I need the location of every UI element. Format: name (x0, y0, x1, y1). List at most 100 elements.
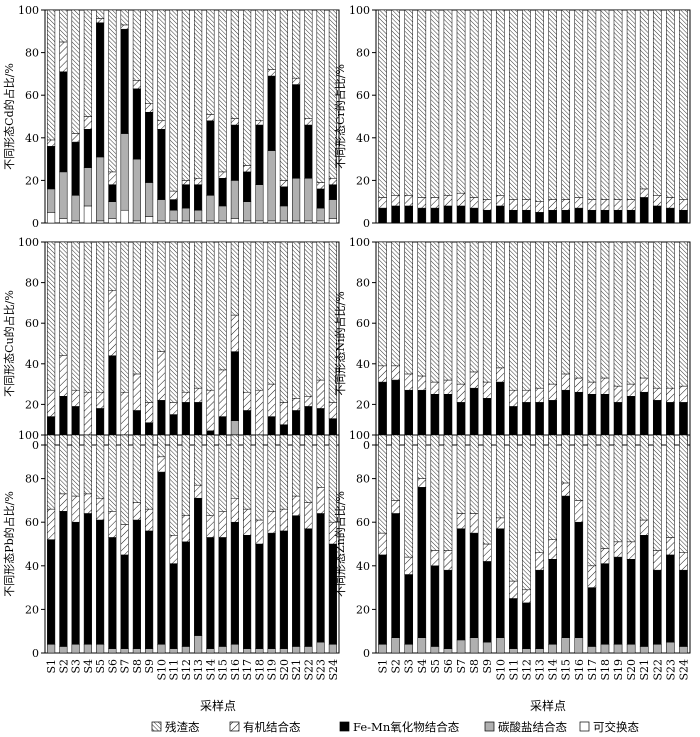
bar-Cr-S5-residual (430, 9, 440, 198)
bar-Cu-S19-organic (267, 383, 276, 417)
bar-Zn-S4-residual (417, 434, 427, 479)
bar-Cr-S16-residual (574, 9, 584, 198)
bar-Zn-S4-femn (417, 487, 427, 638)
bar-Cu-S8-organic (132, 373, 141, 411)
bar-Cd-S21-femn (292, 84, 301, 179)
y-tick-label: 0 (32, 217, 39, 230)
bar-Pb-S12-femn (181, 541, 190, 647)
x-tick-label: S19 (612, 659, 625, 681)
x-tick-label: S2 (390, 659, 403, 674)
bar-Ni-S5-residual (430, 241, 440, 383)
x-tick-label: S23 (664, 659, 677, 681)
bar-Cu-S23-organic (316, 379, 325, 409)
bar-Cd-S18-carbonate (255, 184, 264, 222)
bar-Cu-S11-residual (169, 241, 178, 403)
bar-Cd-S12-organic (181, 180, 190, 185)
bar-Cd-S21-organic (292, 77, 301, 85)
legend-label-organic: 有机结合态 (243, 720, 301, 734)
x-tick-label: S9 (481, 659, 494, 674)
bar-Cr-S14-femn (548, 209, 557, 224)
bar-Pb-S13-residual (194, 434, 203, 486)
bar-Pb-S3-carbonate (71, 644, 80, 654)
bar-Pb-S10-residual (157, 434, 166, 458)
bar-Pb-S1-organic (47, 508, 56, 540)
bar-Ni-S1-organic (378, 365, 387, 383)
y-tick-label: 0 (32, 647, 39, 660)
bar-Cd-S9-residual (145, 9, 154, 104)
y-tick-label: 40 (356, 132, 370, 145)
bar-Cd-S1-femn (47, 146, 56, 190)
bar-Cr-S22-organic (652, 195, 662, 207)
bar-Pb-S14-carbonate (206, 648, 215, 654)
bar-Cr-S21-organic (639, 188, 649, 198)
bar-Ni-S22-residual (652, 241, 662, 389)
bar-Cd-S14-exchangeable (206, 220, 215, 224)
bar-Cd-S4-organic (83, 116, 92, 130)
y-tick-label: 60 (25, 516, 39, 529)
y-tick-label: 100 (18, 236, 39, 249)
bar-Cd-S7-carbonate (120, 133, 129, 211)
bar-Cd-S23-femn (316, 188, 325, 209)
x-tick-label: S15 (560, 659, 573, 681)
bar-Ni-S6-organic (443, 379, 453, 395)
bar-Cd-S12-carbonate (181, 207, 190, 222)
bar-Pb-S15-residual (218, 434, 227, 512)
bar-Cr-S11-residual (509, 9, 518, 200)
bar-Ni-S8-residual (469, 241, 479, 373)
bar-Pb-S10-organic (157, 456, 166, 473)
bar-Ni-S2-organic (391, 365, 400, 381)
bar-Cd-S6-carbonate (108, 201, 117, 219)
bar-Pb-S9-femn (145, 530, 154, 649)
bar-Zn-S19-organic (613, 541, 623, 558)
bar-Cr-S22-residual (652, 9, 662, 196)
bar-Cd-S1-residual (47, 9, 56, 141)
bar-Cd-S19-residual (267, 9, 276, 70)
bar-Cd-S7-organic (120, 24, 129, 30)
bar-Cu-S12-organic (181, 391, 190, 403)
bar-Pb-S18-residual (255, 434, 264, 521)
bar-Cu-S22-organic (304, 396, 313, 407)
x-tick-label: S17 (586, 659, 599, 681)
x-tick-label: S10 (494, 659, 507, 681)
bar-Cd-S18-exchangeable (255, 220, 264, 224)
bar-Cd-S5-residual (96, 9, 105, 19)
plot-frame (44, 434, 340, 654)
bar-Cd-S19-femn (267, 75, 276, 151)
bar-Cd-S4-femn (83, 129, 92, 168)
bar-Pb-S1-femn (47, 539, 56, 645)
bar-Pb-S5-residual (96, 434, 105, 499)
bar-Pb-S1-residual (47, 434, 56, 510)
bar-Zn-S18-residual (600, 434, 610, 549)
x-tick-label: S16 (229, 659, 242, 681)
bar-Cd-S6-femn (108, 184, 117, 202)
y-tick-label: 40 (356, 358, 370, 371)
legend-swatch-femn (339, 721, 350, 732)
x-tick-label: S11 (507, 659, 520, 681)
y-tick-label: 0 (32, 439, 39, 452)
x-tick-label: S2 (57, 659, 70, 674)
bar-Zn-S19-femn (613, 556, 623, 645)
bar-Zn-S12-residual (522, 434, 531, 591)
bar-Ni-S7-residual (456, 241, 466, 385)
bar-Cr-S22-femn (652, 205, 662, 224)
bar-Pb-S15-femn (218, 537, 227, 647)
bar-Cd-S10-femn (157, 129, 166, 200)
bar-Zn-S20-carbonate (626, 644, 636, 654)
x-axis-title-left: 采样点 (200, 698, 236, 713)
bar-Pb-S17-carbonate (243, 648, 252, 654)
bar-Cd-S16-femn (230, 124, 239, 181)
bar-Pb-S16-residual (230, 434, 239, 499)
bar-Zn-S22-organic (652, 550, 662, 571)
bar-Cr-S7-femn (456, 205, 466, 224)
y-tick-label: 80 (25, 473, 39, 486)
bar-Pb-S6-femn (108, 537, 117, 649)
bar-Cd-S15-carbonate (218, 205, 227, 222)
bar-Cd-S4-carbonate (83, 167, 92, 207)
bar-Zn-S14-residual (548, 434, 557, 540)
bar-Ni-S12-organic (522, 389, 531, 403)
bar-Cu-S19-residual (267, 241, 276, 385)
bar-Zn-S22-femn (652, 569, 662, 645)
bar-Cu-S17-organic (243, 391, 252, 411)
bar-Cd-S22-femn (304, 124, 313, 179)
bar-Cr-S10-organic (495, 195, 505, 207)
